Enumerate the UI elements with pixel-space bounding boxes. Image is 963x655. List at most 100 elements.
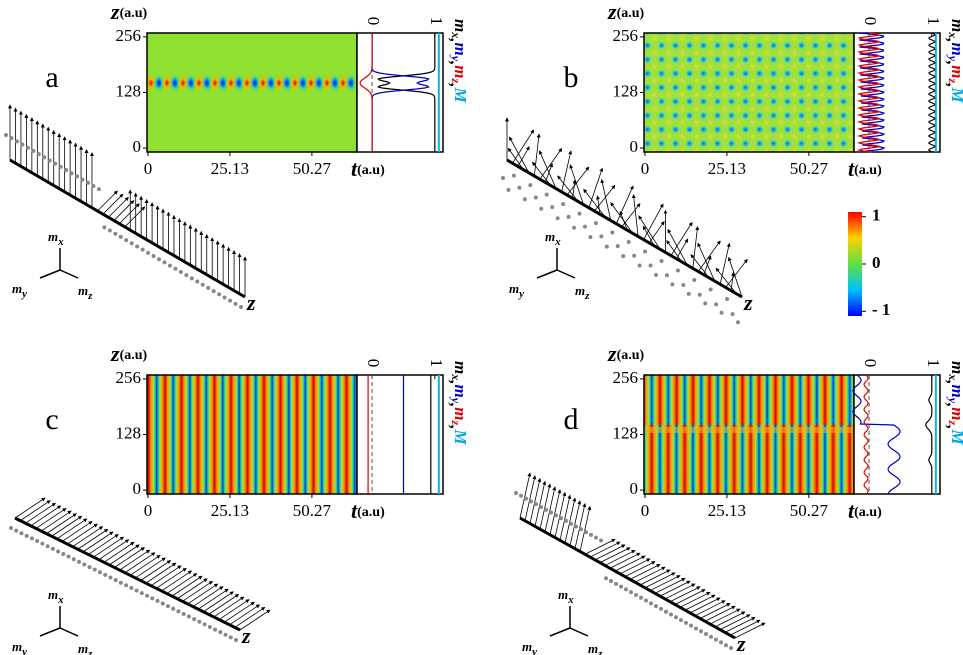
projection-dot: [9, 136, 13, 140]
projection-dot: [539, 505, 543, 509]
projection-dot: [51, 547, 55, 551]
triad-axis: [60, 628, 78, 636]
triad-label: mx: [558, 587, 574, 606]
projection-dot: [550, 205, 554, 209]
projection-dot: [556, 216, 560, 220]
z-tick-label: 128: [613, 81, 639, 100]
symbol: m: [558, 587, 568, 602]
projection-dot: [669, 613, 673, 617]
projection-dot: [56, 549, 60, 553]
spin-arrow: [25, 503, 55, 523]
z-tick-label: 0: [630, 479, 639, 498]
projection-dot: [64, 168, 68, 172]
projection-dot: [53, 162, 57, 166]
spin-arrow: [567, 167, 589, 195]
projection-dot: [684, 621, 688, 625]
z-tick-label: 128: [116, 423, 142, 442]
projection-dot: [140, 591, 144, 595]
spin-arrow: [15, 498, 45, 518]
spin-arrow: [73, 527, 103, 547]
projection-dot: [182, 612, 186, 616]
projection-dot: [584, 530, 588, 534]
spin-arrow: [46, 514, 76, 534]
spin-arrow: [698, 241, 720, 272]
spin-arrow: [103, 194, 123, 214]
spin-arrow: [104, 542, 134, 562]
spin-arrow: [230, 605, 260, 625]
projection-dot: [201, 283, 205, 287]
side-label: mx,my,mz,M: [944, 361, 963, 445]
triad-label: my: [509, 281, 524, 300]
projection-dot: [545, 193, 549, 197]
spin-arrow: [177, 579, 207, 599]
projection-dot: [567, 215, 571, 219]
subscript: x: [57, 236, 64, 248]
projection-dot: [694, 626, 698, 630]
triad-label: mz: [575, 283, 590, 302]
projection-dot: [161, 602, 165, 606]
spin-arrow: [172, 576, 202, 596]
symbol: m: [948, 42, 963, 55]
triad-label: my: [12, 639, 27, 655]
triad-axis: [537, 270, 557, 278]
symbol: m: [588, 641, 598, 655]
axis-unit: (a.u): [854, 505, 882, 520]
projection-dot: [98, 570, 102, 574]
projection-dot: [25, 534, 29, 538]
triad-axis: [550, 628, 570, 636]
z-tick-label: 256: [613, 368, 639, 387]
side-label: mx,my,mz,M: [447, 19, 470, 103]
spin-arrow: [52, 516, 82, 536]
axis-unit: (a.u): [120, 6, 148, 21]
projection-dot: [171, 607, 175, 611]
heatmap: [644, 375, 854, 425]
symbol: m: [78, 641, 88, 655]
projection-dot: [519, 494, 523, 498]
projection-dot: [594, 221, 598, 225]
spin-arrow: [162, 571, 192, 591]
projection-dot: [528, 183, 532, 187]
projection-dot: [228, 299, 232, 303]
projection-dot: [698, 293, 702, 297]
projection-dot: [720, 311, 724, 315]
symbol: m: [48, 587, 58, 602]
symbol: m: [948, 19, 963, 32]
spin-arrow: [125, 207, 145, 227]
spin-arrow: [193, 587, 223, 607]
triad-axis: [40, 270, 60, 278]
projection-dot: [681, 283, 685, 287]
z-tick-label: 0: [133, 137, 142, 156]
symbol: m: [948, 361, 963, 374]
triad-axis: [557, 270, 575, 278]
subscript: x: [554, 236, 561, 248]
projection-dot: [77, 560, 81, 564]
projection-dot: [621, 254, 625, 258]
colorbar: [848, 212, 862, 316]
projection-dot: [150, 596, 154, 600]
projection-dot: [689, 624, 693, 628]
projection-dot: [156, 599, 160, 603]
projection-dot: [213, 628, 217, 632]
projection-dot: [135, 244, 139, 248]
symbol: m: [575, 283, 585, 298]
axis-symbol: z: [110, 0, 120, 24]
colorbar-tick-label: - 1: [872, 300, 890, 319]
projection-dot: [627, 240, 631, 244]
z-axis-label: z(a.u): [607, 0, 645, 24]
axis-unit: (a.u): [357, 163, 385, 178]
z-axis-label: z(a.u): [110, 0, 148, 24]
projection-dot: [119, 235, 123, 239]
symbol: m: [522, 639, 532, 654]
projection-dot: [649, 264, 653, 268]
projection-dot: [145, 594, 149, 598]
symbol: m: [451, 19, 470, 32]
projection-dot: [512, 174, 516, 178]
projection-dot: [539, 207, 543, 211]
projection-dot: [152, 254, 156, 258]
side-tick-label: 0: [364, 359, 383, 368]
symbol: m: [78, 283, 88, 298]
profile-frame: [357, 375, 443, 494]
axis-unit: (a.u): [357, 505, 385, 520]
projection-dot: [665, 273, 669, 277]
projection-dot: [588, 235, 592, 239]
